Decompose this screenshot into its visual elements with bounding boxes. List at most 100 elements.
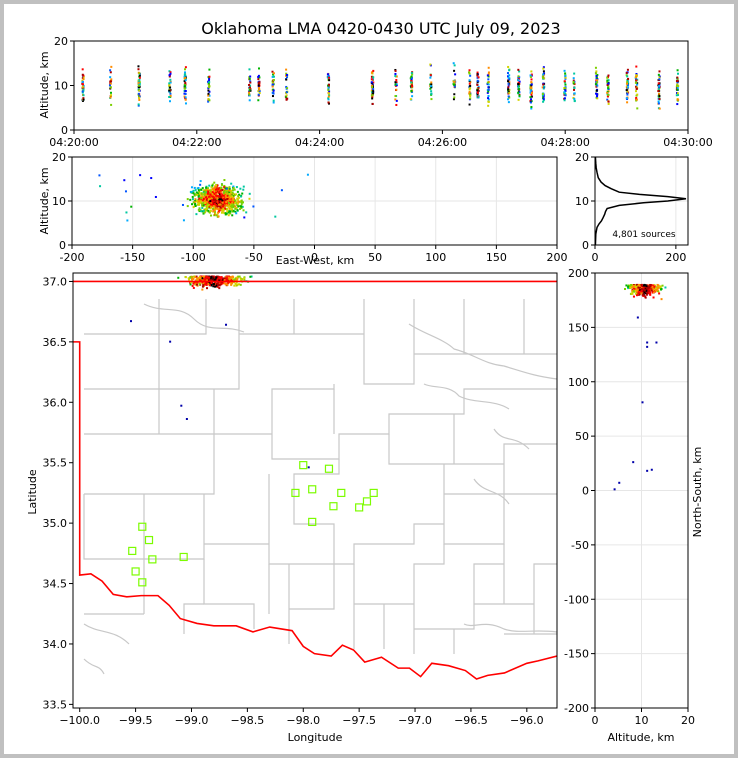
source-point <box>530 78 533 81</box>
source-point <box>476 76 479 79</box>
source-point <box>596 73 599 76</box>
source-point <box>637 292 640 295</box>
source-point <box>189 198 192 201</box>
source-point <box>236 190 239 193</box>
source-point <box>606 91 609 94</box>
source-point <box>630 283 633 286</box>
source-point <box>631 292 634 295</box>
source-point <box>677 98 680 101</box>
source-point <box>410 81 413 84</box>
source-point <box>635 98 638 101</box>
source-point <box>220 211 223 214</box>
y-tick-label: 20 <box>575 151 589 164</box>
source-point <box>649 285 652 288</box>
source-point <box>208 81 211 84</box>
source-point <box>228 187 231 190</box>
source-point <box>452 62 455 65</box>
x-tick-label: −99.5 <box>119 714 153 727</box>
source-point <box>635 283 638 286</box>
x-tick-label: −97.0 <box>398 714 432 727</box>
source-point <box>564 81 567 84</box>
source-point <box>411 73 414 76</box>
source-point <box>307 466 310 469</box>
source-point <box>240 195 243 198</box>
lma-station <box>138 578 147 587</box>
source-point <box>207 204 210 207</box>
source-point <box>225 190 228 193</box>
source-point <box>248 86 251 89</box>
y-tick-label: 34.5 <box>43 578 68 591</box>
source-point <box>642 286 645 289</box>
source-point <box>222 197 225 200</box>
source-point <box>573 97 576 100</box>
source-point <box>476 89 479 92</box>
source-point <box>177 276 180 279</box>
source-point <box>212 283 215 286</box>
source-point <box>635 73 638 76</box>
source-point <box>676 92 679 95</box>
source-point <box>239 205 242 208</box>
source-point <box>206 209 209 212</box>
source-point <box>676 72 679 75</box>
source-point <box>657 73 660 76</box>
source-point <box>184 276 187 279</box>
source-point <box>211 183 214 186</box>
source-point <box>272 89 275 92</box>
source-point <box>635 294 638 297</box>
source-point <box>469 84 472 87</box>
source-point <box>138 78 141 81</box>
plan-view-ylabel: Latitude <box>26 469 39 515</box>
lma-station <box>131 567 140 576</box>
source-point <box>221 194 224 197</box>
source-point <box>99 185 102 188</box>
source-point <box>201 288 204 291</box>
source-point <box>596 84 599 87</box>
source-point <box>258 81 261 84</box>
source-point <box>196 281 199 284</box>
source-point <box>542 83 545 86</box>
source-point <box>215 282 218 285</box>
source-point <box>631 289 634 292</box>
source-point <box>371 102 374 105</box>
source-point <box>229 206 232 209</box>
source-point <box>487 73 490 76</box>
source-point <box>169 78 172 81</box>
source-point <box>205 199 208 202</box>
source-point <box>649 293 652 296</box>
source-point <box>468 82 471 85</box>
source-point <box>230 282 233 285</box>
source-point <box>213 203 216 206</box>
source-point <box>469 87 472 90</box>
source-point <box>210 282 213 285</box>
source-point <box>573 92 576 95</box>
source-point <box>191 284 194 287</box>
source-point <box>218 191 221 194</box>
source-point <box>236 198 239 201</box>
source-point <box>203 192 206 195</box>
source-point <box>221 199 224 202</box>
source-point <box>328 79 331 82</box>
source-point <box>646 345 649 348</box>
x-tick-label: -150 <box>120 251 145 264</box>
source-point <box>285 78 288 81</box>
plan-view-ticks: −100.0 −99.5 −99.0 −98.5 −98.0 −97.5 −97.0 −96.… <box>43 275 544 727</box>
source-point <box>477 96 480 99</box>
source-point <box>81 82 84 85</box>
source-point <box>191 198 194 201</box>
source-point <box>137 68 140 71</box>
source-point <box>237 195 240 198</box>
altitude-time-ylabel: Altitude, km <box>38 51 51 118</box>
source-point <box>371 93 374 96</box>
source-point <box>635 75 638 78</box>
source-point <box>208 211 211 214</box>
y-tick-label: 0 <box>582 239 589 252</box>
source-point <box>223 201 226 204</box>
source-point <box>201 281 204 284</box>
y-tick-label: 50 <box>575 430 589 443</box>
source-point <box>238 275 241 278</box>
source-point <box>248 68 251 71</box>
source-point <box>327 101 330 104</box>
source-point <box>487 66 490 69</box>
source-point <box>236 197 239 200</box>
source-point <box>517 86 520 89</box>
